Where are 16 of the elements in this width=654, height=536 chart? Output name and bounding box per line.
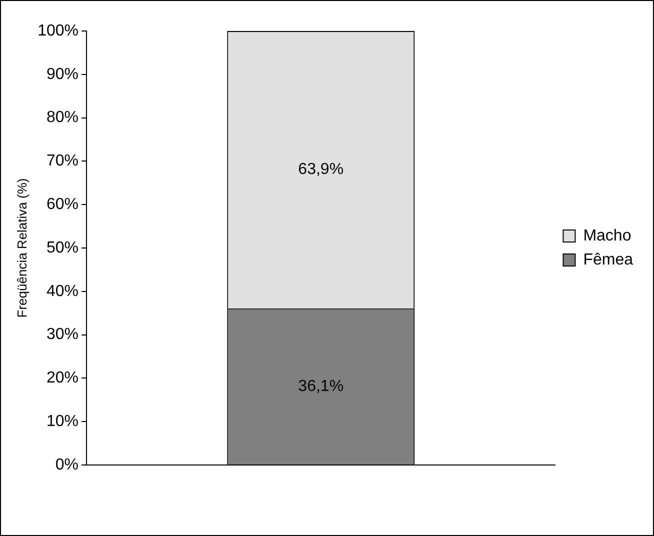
y-axis-title: Freqüência Relativa (%) [14,178,30,318]
y-tick-label: 60% [46,196,79,214]
legend-label: Macho [583,227,632,244]
y-tick-label: 0% [55,456,79,474]
y-tick-label: 70% [46,152,79,170]
y-tick-label: 100% [38,22,79,40]
y-tick-label: 50% [46,239,79,256]
y-tick-label: 20% [46,370,79,387]
y-tick-label: 30% [46,326,79,344]
y-tick-label: 40% [46,282,79,300]
legend-label: Fêmea [583,251,634,268]
data-label: 36,1% [298,378,344,395]
y-tick-label: 90% [46,66,79,83]
y-tick-label: 10% [46,413,79,430]
data-label: 63,9% [298,161,344,178]
y-tick-label: 80% [46,109,79,126]
